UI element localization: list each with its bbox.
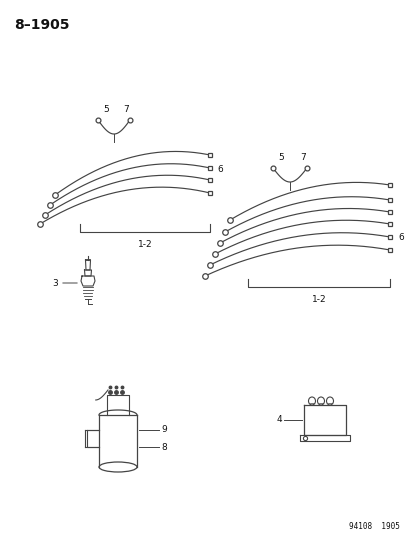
Text: 8: 8 bbox=[161, 442, 166, 451]
Text: 7: 7 bbox=[299, 153, 305, 162]
Text: 94108  1905: 94108 1905 bbox=[348, 522, 399, 531]
Text: 1-2: 1-2 bbox=[311, 295, 325, 304]
Text: 5: 5 bbox=[103, 105, 109, 114]
Text: 3: 3 bbox=[52, 279, 58, 287]
Text: 5: 5 bbox=[278, 153, 283, 162]
Text: 6: 6 bbox=[397, 232, 403, 241]
Text: 8–1905: 8–1905 bbox=[14, 18, 69, 32]
Text: 6: 6 bbox=[216, 166, 222, 174]
Text: 9: 9 bbox=[161, 425, 166, 434]
Text: 4: 4 bbox=[276, 416, 281, 424]
Text: 1-2: 1-2 bbox=[138, 240, 152, 249]
Text: 7: 7 bbox=[123, 105, 128, 114]
